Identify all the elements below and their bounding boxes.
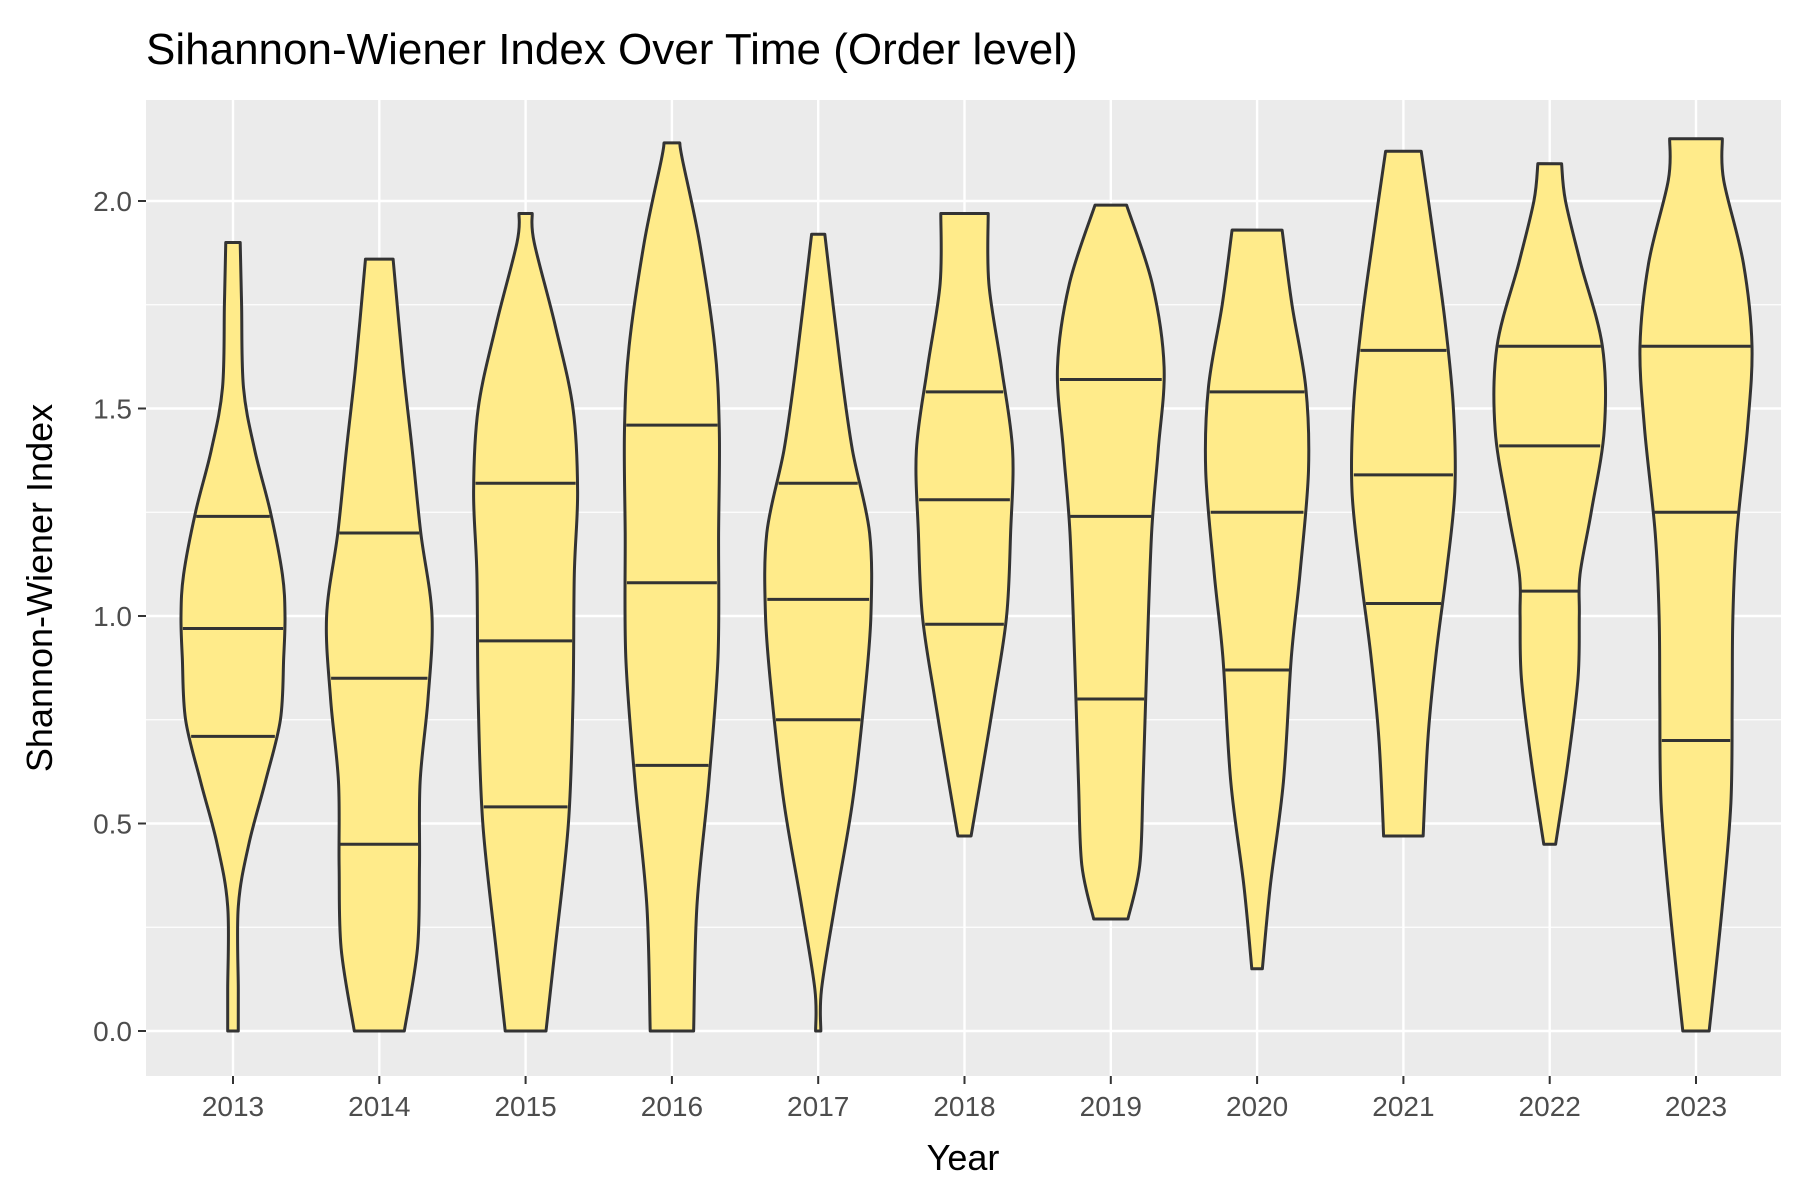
x-axis: 2013 2014 2015 2016 2017 2018 2019 2020 2021 2022… xyxy=(202,1076,1727,1122)
x-tick-label: 2013 xyxy=(202,1091,264,1122)
x-axis-title: Year xyxy=(927,1137,1000,1178)
violin-body xyxy=(1349,149,1457,838)
violin-2022 xyxy=(1492,162,1608,846)
x-tick-label: 2015 xyxy=(494,1091,556,1122)
violin-2013 xyxy=(179,241,287,1033)
y-axis: 0.0 0.5 1.0 1.5 2.0 xyxy=(93,186,146,1047)
violin-body xyxy=(763,232,874,1033)
y-axis-title: Shannon-Wiener Index xyxy=(19,404,60,772)
x-tick-label: 2022 xyxy=(1519,1091,1581,1122)
x-tick-label: 2014 xyxy=(348,1091,410,1122)
violin-body xyxy=(1055,203,1166,921)
y-tick-label: 1.5 xyxy=(93,394,132,425)
violin-2014 xyxy=(324,257,434,1033)
violin-body xyxy=(472,211,580,1033)
y-tick-label: 0.0 xyxy=(93,1016,132,1047)
violin-2016 xyxy=(622,141,722,1033)
violin-2020 xyxy=(1203,228,1311,971)
violin-2015 xyxy=(472,211,580,1033)
violin-2018 xyxy=(914,211,1015,838)
x-tick-label: 2017 xyxy=(787,1091,849,1122)
y-tick-label: 2.0 xyxy=(93,186,132,217)
violin-2023 xyxy=(1638,137,1754,1033)
violin-2021 xyxy=(1349,149,1457,838)
violin-2019 xyxy=(1055,203,1166,921)
x-tick-label: 2019 xyxy=(1080,1091,1142,1122)
x-tick-label: 2021 xyxy=(1372,1091,1434,1122)
x-tick-label: 2020 xyxy=(1226,1091,1288,1122)
y-tick-label: 0.5 xyxy=(93,809,132,840)
violins xyxy=(179,137,1754,1033)
violin-body xyxy=(622,141,722,1033)
chart-title: Sihannon-Wiener Index Over Time (Order l… xyxy=(146,25,1078,74)
violin-body xyxy=(914,211,1015,838)
violin-body xyxy=(179,241,287,1033)
y-tick-label: 1.0 xyxy=(93,601,132,632)
violin-body xyxy=(1638,137,1754,1033)
violin-2017 xyxy=(763,232,874,1033)
x-tick-label: 2018 xyxy=(933,1091,995,1122)
x-tick-label: 2016 xyxy=(641,1091,703,1122)
violin-body xyxy=(1203,228,1311,971)
x-tick-label: 2023 xyxy=(1665,1091,1727,1122)
violin-body xyxy=(1492,162,1608,846)
violin-body xyxy=(324,257,434,1033)
